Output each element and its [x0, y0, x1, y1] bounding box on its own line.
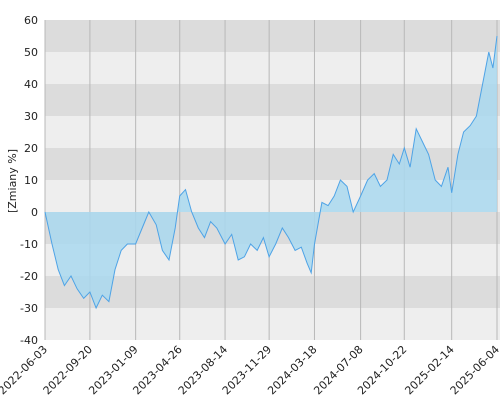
grid-band	[45, 116, 500, 148]
y-tick-label: -20	[20, 270, 38, 283]
vertical-gridlines	[44, 20, 498, 340]
y-tick-label: 0	[31, 206, 38, 219]
grid-band	[45, 20, 500, 52]
grid-band	[45, 308, 500, 340]
grid-band	[45, 276, 500, 308]
y-tick-label: 10	[24, 174, 38, 187]
grid-band	[45, 84, 500, 116]
y-axis-label: [Zmiany %]	[6, 149, 19, 213]
y-tick-label: 40	[24, 78, 38, 91]
y-tick-label: 20	[24, 142, 38, 155]
x-axis-ticks: 2022-06-032022-09-202023-01-092023-04-26…	[0, 343, 500, 397]
y-tick-label: 30	[24, 110, 38, 123]
series-line	[44, 35, 498, 310]
grid-band	[45, 52, 500, 84]
y-tick-label: 60	[24, 14, 38, 27]
y-tick-label: -10	[20, 238, 38, 251]
y-tick-label: -30	[20, 302, 38, 315]
y-tick-label: 50	[24, 46, 38, 59]
series-area	[45, 36, 497, 308]
y-tick-label: -40	[20, 334, 38, 347]
y-axis-ticks: 60 50 40 30 20 10 0 -10 -20 -30 -40	[20, 14, 38, 347]
